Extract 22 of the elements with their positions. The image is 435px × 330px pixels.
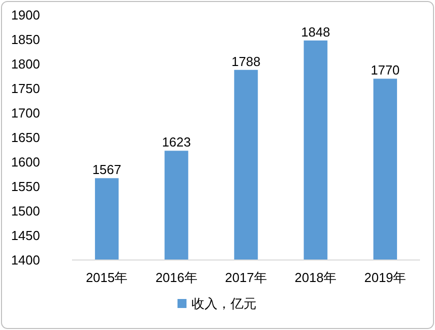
y-tick-label: 1800: [11, 56, 40, 72]
y-tick-label: 1900: [11, 8, 40, 22]
x-tick-label: 2018年: [294, 270, 337, 285]
y-tick-label: 1700: [11, 106, 40, 120]
x-tick-label: 2019年: [364, 270, 406, 285]
y-tick-label: 1650: [11, 130, 40, 145]
y-tick-label: 1750: [11, 81, 40, 96]
data-label: 1623: [162, 134, 191, 150]
x-tick-label: 2017年: [225, 270, 267, 285]
y-tick-label: 1850: [11, 32, 40, 47]
x-tick-label: 2015年: [86, 270, 128, 285]
data-label: 1848: [301, 24, 330, 40]
y-tick-label: 1450: [11, 228, 40, 243]
y-tick-label: 1500: [11, 204, 40, 218]
y-tick-label: 1400: [11, 252, 40, 268]
data-label: 1788: [232, 54, 260, 69]
y-tick-label: 1600: [11, 154, 40, 170]
x-tick-label: 2016年: [155, 270, 198, 285]
data-label: 1567: [92, 162, 122, 178]
legend-label: 收入，亿元: [192, 296, 256, 311]
data-label: 1770: [370, 62, 400, 78]
y-tick-label: 1550: [11, 179, 40, 194]
